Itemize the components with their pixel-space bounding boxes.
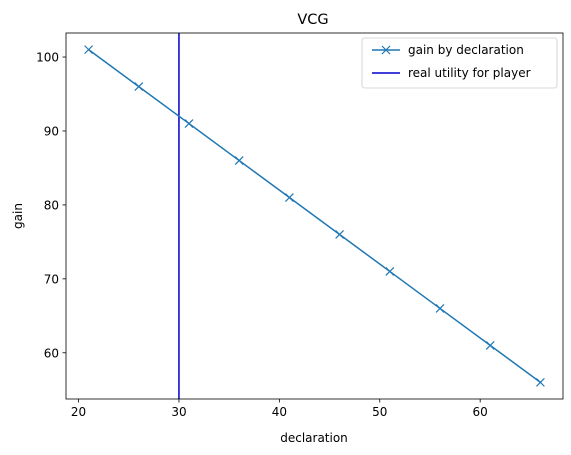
chart-title: VCG <box>297 12 328 28</box>
data-point <box>234 156 244 165</box>
legend-label-vline: real utility for player <box>408 66 531 80</box>
x-axis-label: declaration <box>280 431 348 445</box>
legend-marker-series <box>381 45 391 55</box>
x-tick-label: 40 <box>272 405 287 419</box>
plot-frame <box>65 32 564 400</box>
series-line <box>88 49 541 383</box>
x-tick-label: 50 <box>372 405 387 419</box>
y-axis-ticks: 60 70 80 90 100 <box>36 51 66 360</box>
legend-box <box>361 37 558 89</box>
data-marks <box>84 33 545 399</box>
y-tick-label: 90 <box>44 124 59 138</box>
y-axis-label: gain <box>11 203 25 229</box>
y-tick-label: 100 <box>36 51 59 65</box>
data-point <box>535 377 545 387</box>
data-point <box>385 267 395 276</box>
data-point <box>435 303 445 313</box>
data-point <box>184 119 194 129</box>
x-tick-label: 20 <box>71 405 86 419</box>
legend-label-series: gain by declaration <box>408 43 524 57</box>
legend: gain by declaration real utility for pla… <box>361 37 558 89</box>
y-tick-label: 70 <box>44 272 59 286</box>
x-tick-label: 60 <box>473 405 488 419</box>
data-point <box>284 193 294 202</box>
x-tick-label: 30 <box>171 405 186 419</box>
data-point <box>134 82 144 92</box>
x-axis-ticks: 20 30 40 50 60 <box>71 399 488 419</box>
y-tick-label: 80 <box>44 198 59 212</box>
data-point <box>485 340 495 350</box>
data-point <box>84 45 94 55</box>
data-point <box>335 230 345 239</box>
y-tick-label: 60 <box>44 346 59 360</box>
